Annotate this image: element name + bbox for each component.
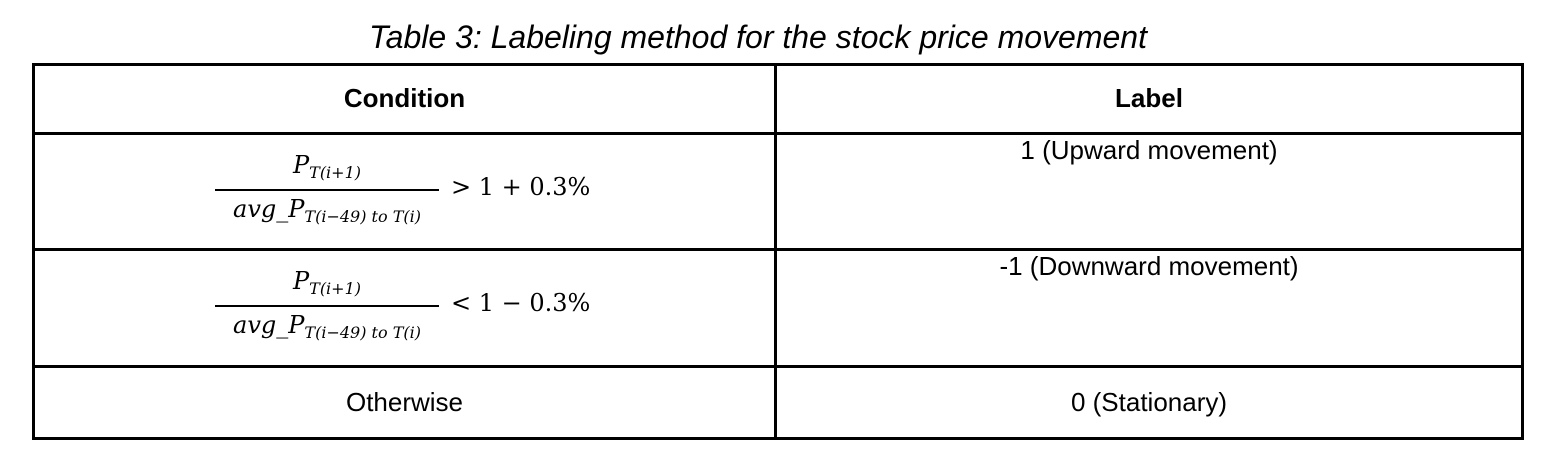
label-cell-upward: 1 (Upward movement) [774, 131, 1524, 252]
fraction-bar [215, 305, 439, 308]
labeling-table: Condition Label PT(i+1) avg_PT(i−49) to … [32, 63, 1524, 440]
formula-relation: > 1 + 0.3% [451, 172, 591, 201]
header-condition: Condition [32, 63, 777, 135]
condition-cell-otherwise: Otherwise [32, 365, 777, 440]
fraction-numerator: PT(i+1) [292, 150, 361, 182]
condition-cell-upward: PT(i+1) avg_PT(i−49) to T(i) > 1 + 0.3% [32, 131, 777, 252]
label-cell-stationary: 0 (Stationary) [774, 365, 1524, 440]
fraction-bar [215, 188, 439, 191]
table-row: PT(i+1) avg_PT(i−49) to T(i) > 1 + 0.3% … [32, 131, 1524, 252]
table-caption: Table 3: Labeling method for the stock p… [369, 19, 1147, 55]
table-header-row: Condition Label [32, 63, 1524, 135]
table-row: PT(i+1) avg_PT(i−49) to T(i) < 1 − 0.3% … [32, 248, 1524, 369]
fraction-numerator: PT(i+1) [292, 267, 361, 299]
condition-cell-downward: PT(i+1) avg_PT(i−49) to T(i) < 1 − 0.3% [32, 248, 777, 369]
fraction-denominator: avg_PT(i−49) to T(i) [233, 311, 421, 343]
label-cell-downward: -1 (Downward movement) [774, 248, 1524, 369]
formula-relation: < 1 − 0.3% [451, 289, 591, 318]
fraction-denominator: avg_PT(i−49) to T(i) [233, 194, 421, 226]
header-label: Label [774, 63, 1524, 135]
table-row: Otherwise 0 (Stationary) [32, 365, 1524, 440]
